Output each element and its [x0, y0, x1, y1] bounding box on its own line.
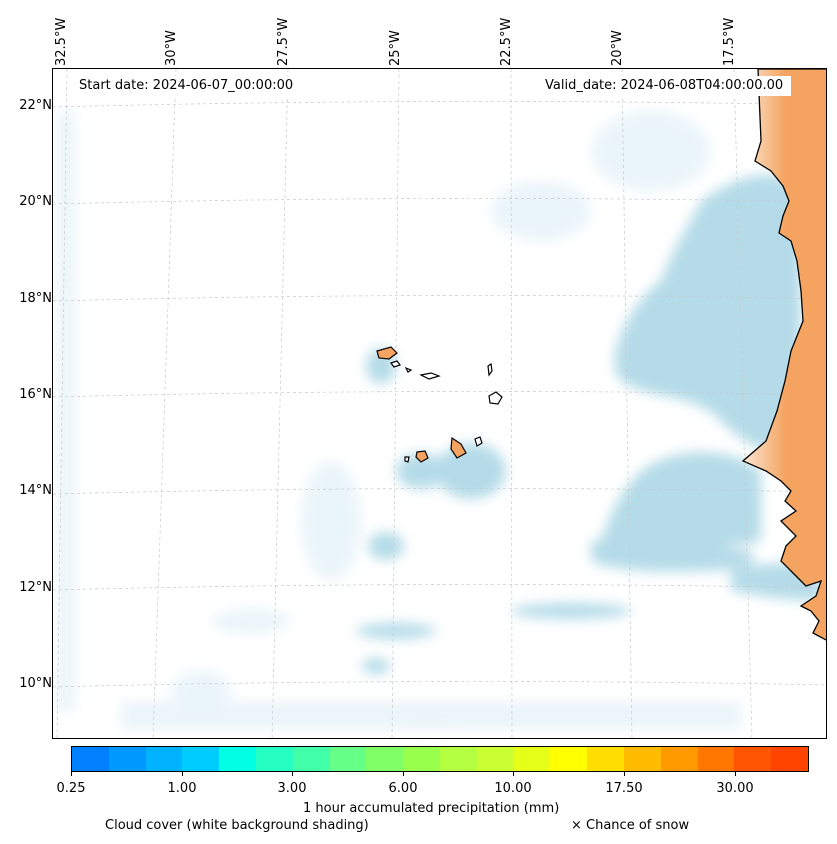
island-sao-nicolau	[419, 372, 441, 380]
lat-label-20n: 20°N	[19, 194, 52, 209]
colorbar-swatch	[660, 747, 698, 771]
island-maio	[474, 436, 483, 447]
colorbar-tickmark	[182, 772, 183, 776]
colorbar-swatch	[587, 747, 624, 771]
colorbar-tick-10-00: 10.00	[494, 781, 532, 796]
lat-label-14n: 14°N	[19, 483, 52, 498]
start-date-label: Start date: 2024-06-07_00:00:00	[71, 76, 302, 96]
lat-label-12n: 12°N	[19, 580, 52, 595]
colorbar-swatch	[697, 747, 735, 771]
colorbar-tickmark	[292, 772, 293, 776]
colorbar-swatch	[513, 747, 551, 771]
colorbar-tickmark	[513, 772, 514, 776]
colorbar-tickmark	[735, 772, 736, 776]
lon-label-27-5w: 27.5°W	[276, 17, 291, 66]
lon-label-25w: 25°W	[388, 30, 403, 66]
colorbar-swatch	[145, 747, 183, 771]
island-fogo	[415, 450, 429, 463]
cloud-cover	[356, 174, 821, 674]
lat-label-22n: 22°N	[19, 98, 52, 113]
island-santa-luzia	[404, 366, 413, 373]
island-santo-antao	[376, 346, 398, 360]
colorbar-swatch	[182, 747, 220, 771]
colorbar-swatch	[476, 747, 514, 771]
precipitation-colorbar	[71, 746, 809, 772]
colorbar-tick-0-25: 0.25	[56, 781, 86, 796]
gridlines	[53, 69, 826, 738]
colorbar-tickmark	[624, 772, 625, 776]
lat-label-18n: 18°N	[19, 291, 52, 306]
colorbar-swatch	[219, 747, 256, 771]
lon-label-30w: 30°W	[164, 30, 179, 66]
colorbar-tickmark	[403, 772, 404, 776]
colorbar-tick-3-00: 3.00	[277, 781, 307, 796]
colorbar-swatch	[734, 747, 772, 771]
cloud-cover-legend: Cloud cover (white background shading)	[105, 818, 369, 833]
africa-coast-land	[741, 69, 826, 641]
colorbar-swatch	[439, 747, 477, 771]
colorbar-swatch	[403, 747, 440, 771]
island-boa-vista	[488, 391, 503, 405]
colorbar-swatch	[72, 747, 109, 771]
lon-label-32-5w: 32.5°W	[54, 17, 69, 66]
colorbar-axis-label: 1 hour accumulated precipitation (mm)	[303, 801, 560, 816]
colorbar-tick-6-00: 6.00	[388, 781, 418, 796]
island-santiago	[450, 436, 467, 459]
cape-verde-islands	[376, 346, 503, 463]
island-sao-vicente	[390, 360, 401, 368]
snow-legend: × Chance of snow	[571, 818, 690, 833]
lat-label-10n: 10°N	[19, 676, 52, 691]
colorbar-swatch	[623, 747, 661, 771]
colorbar-tick-17-50: 17.50	[605, 781, 643, 796]
island-sal	[487, 362, 493, 377]
colorbar-tick-30-00: 30.00	[716, 781, 754, 796]
lat-label-16n: 16°N	[19, 387, 52, 402]
colorbar-swatch	[292, 747, 330, 771]
colorbar-tick-1-00: 1.00	[167, 781, 197, 796]
colorbar-swatch	[329, 747, 367, 771]
cloud-cover-faint	[57, 111, 741, 731]
lon-label-17-5w: 17.5°W	[722, 17, 737, 66]
colorbar-swatch	[108, 747, 146, 771]
island-brava	[404, 456, 410, 463]
colorbar-swatch	[771, 747, 808, 771]
colorbar-swatch	[550, 747, 588, 771]
valid-date-label: Valid_date: 2024-06-08T04:00:00.00	[537, 76, 792, 96]
map-panel[interactable]	[52, 68, 827, 739]
lon-label-22-5w: 22.5°W	[499, 17, 514, 66]
lon-label-20w: 20°W	[610, 30, 625, 66]
colorbar-swatch	[255, 747, 293, 771]
colorbar-swatch	[366, 747, 404, 771]
colorbar-tickmark	[71, 772, 72, 776]
